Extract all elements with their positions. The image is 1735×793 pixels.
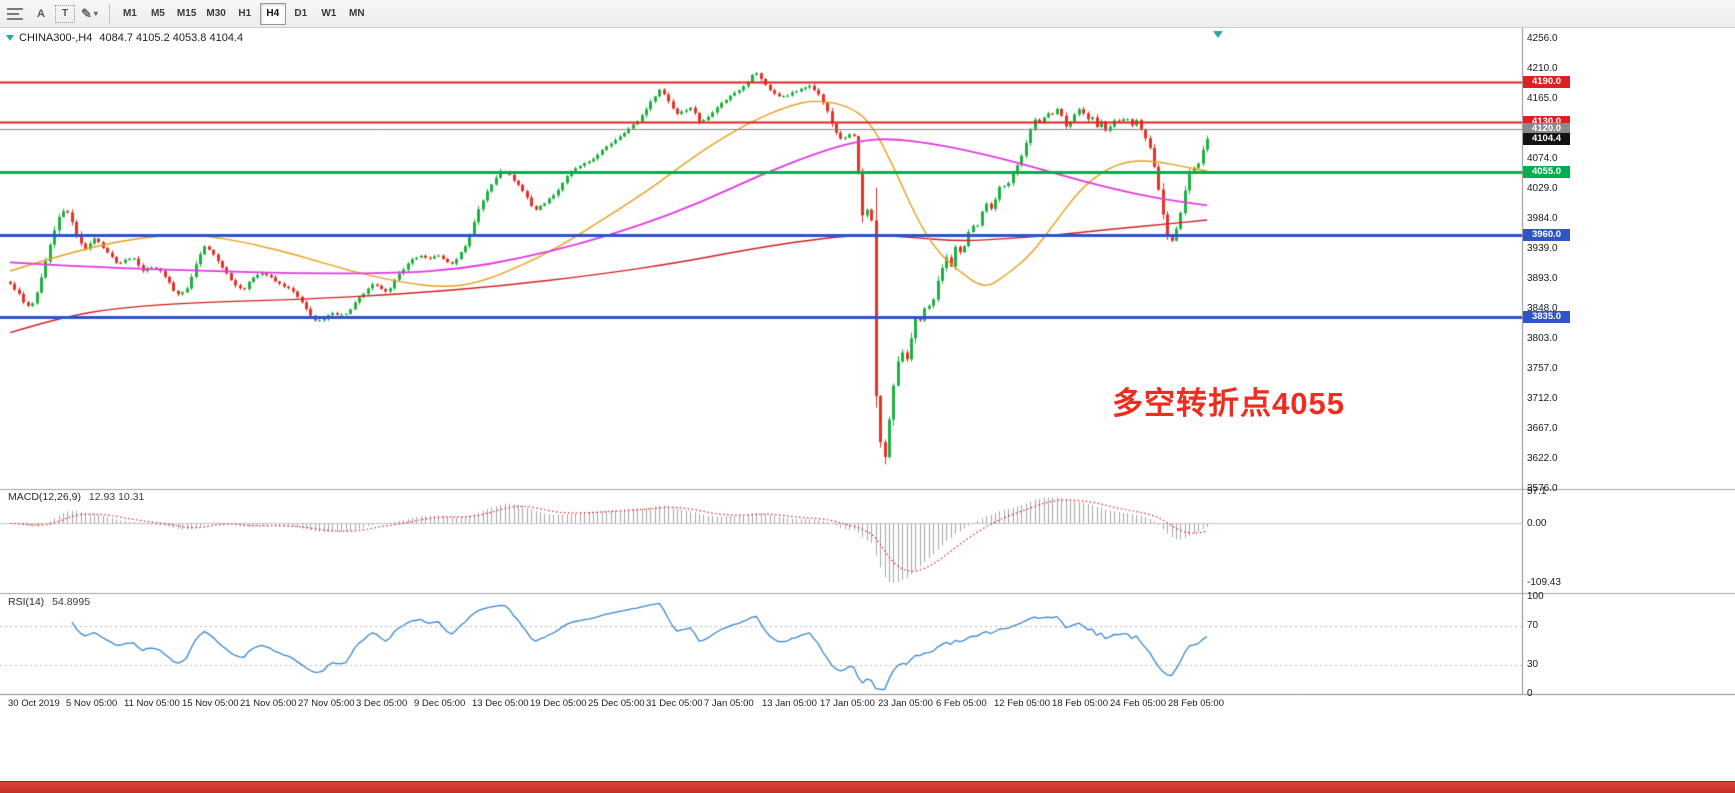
text-tool-a-button[interactable]: A [29, 3, 53, 25]
price-badge-3960.0: 3960.0 [1523, 228, 1570, 241]
price-axis-tick: 4210.0 [1527, 62, 1558, 74]
timeframe-toolbar: M1 M5 M15 M30 H1 H4 D1 W1 MN [117, 2, 370, 25]
price-chart-canvas[interactable] [0, 28, 1735, 781]
chart-annotation-text[interactable]: 多空转折点4055 [1112, 386, 1345, 421]
price-badge-3835.0: 3835.0 [1523, 311, 1570, 324]
macd-axis-tick: 0.00 [1527, 517, 1547, 529]
date-axis-label: 25 Dec 05:00 [588, 698, 645, 709]
rsi-value: 54.8995 [52, 596, 91, 608]
price-axis-tick: 3667.0 [1527, 422, 1558, 434]
draw-tool-button[interactable]: ✎ ▾ [77, 3, 102, 25]
price-axis-tick: 4165.0 [1527, 92, 1558, 104]
rsi-axis-tick: 70 [1527, 620, 1539, 632]
date-axis-label: 13 Dec 05:00 [472, 698, 529, 709]
price-axis-tick: 3848.0 [1527, 302, 1558, 314]
timeframe-button-d1[interactable]: D1 [288, 3, 314, 25]
date-axis-label: 30 Oct 2019 [8, 698, 60, 709]
rsi-indicator-label: RSI(14) 54.8995 [8, 596, 90, 608]
price-badge-4190.0: 4190.0 [1523, 76, 1570, 89]
chevron-down-icon: ▾ [93, 9, 98, 18]
chart-symbol-period: CHINA300-,H4 [19, 32, 93, 44]
date-axis-label: 31 Dec 05:00 [646, 698, 703, 709]
date-axis-label: 17 Jan 05:00 [820, 698, 875, 709]
toolbar-separator [108, 3, 110, 24]
price-axis-tick: 4029.0 [1527, 182, 1558, 194]
date-axis-label: 6 Feb 05:00 [936, 698, 987, 709]
price-badge-4055.0: 4055.0 [1523, 165, 1570, 178]
macd-name: MACD(12,26,9) [8, 491, 81, 503]
date-axis-label: 12 Feb 05:00 [994, 698, 1050, 709]
timeframe-button-m1[interactable]: M1 [117, 3, 143, 25]
macd-values: 12.93 10.31 [88, 491, 145, 503]
price-axis-tick: 3576.0 [1527, 483, 1558, 494]
toolbar: A T ✎ ▾ M1 M5 M15 M30 H1 H4 D1 W1 MN [0, 0, 1735, 28]
date-axis-label: 15 Nov 05:00 [182, 698, 239, 709]
price-axis-tick: 3757.0 [1527, 363, 1558, 375]
price-axis-tick: 3803.0 [1527, 332, 1558, 344]
macd-axis-tick: 57.1 [1527, 486, 1547, 498]
tools-group: A T ✎ ▾ [3, 3, 102, 25]
timeframe-button-w1[interactable]: W1 [316, 3, 342, 25]
rsi-axis-tick: 100 [1527, 591, 1544, 602]
date-axis-label: 11 Nov 05:00 [124, 698, 180, 709]
date-axis-label: 23 Jan 05:00 [878, 698, 933, 709]
price-axis-tick: 3893.0 [1527, 272, 1558, 284]
price-axis-tick: 3984.0 [1527, 212, 1558, 224]
price-axis-tick: 4074.0 [1527, 153, 1558, 165]
macd-indicator-label: MACD(12,26,9) 12.93 10.31 [8, 491, 144, 503]
date-axis-label: 3 Dec 05:00 [356, 698, 408, 709]
chart-area: CHINA300-,H4 4084.7 4105.2 4053.8 4104.4… [0, 28, 1735, 781]
price-axis-tick: 3622.0 [1527, 452, 1558, 464]
price-axis-tick: 3712.0 [1527, 392, 1558, 404]
timeframe-button-m5[interactable]: M5 [145, 3, 171, 25]
rsi-name: RSI(14) [8, 596, 45, 608]
date-axis-label: 9 Dec 05:00 [414, 698, 466, 709]
date-axis-label: 28 Feb 05:00 [1168, 698, 1224, 709]
bottom-status-bar [0, 781, 1735, 793]
date-axis-label: 7 Jan 05:00 [704, 698, 754, 709]
date-axis-label: 24 Feb 05:00 [1110, 698, 1166, 709]
timeframe-button-h4[interactable]: H4 [259, 2, 286, 25]
chart-ohlc-values: 4084.7 4105.2 4053.8 4104.4 [99, 32, 244, 44]
date-axis-label: 18 Feb 05:00 [1052, 698, 1108, 709]
chart-list-icon[interactable] [3, 3, 27, 25]
date-axis-label: 13 Jan 05:00 [762, 698, 817, 709]
macd-axis-tick: -109.43 [1527, 576, 1561, 588]
chart-title: CHINA300-,H4 4084.7 4105.2 4053.8 4104.4 [6, 32, 243, 44]
date-axis-label: 27 Nov 05:00 [298, 698, 355, 709]
timeframe-button-h1[interactable]: H1 [232, 3, 258, 25]
date-axis-label: 21 Nov 05:00 [240, 698, 297, 709]
timeframe-button-m15[interactable]: M15 [173, 3, 200, 25]
timeframe-button-m30[interactable]: M30 [202, 3, 229, 25]
price-axis-tick: 4256.0 [1527, 32, 1558, 44]
rsi-axis-tick: 30 [1527, 658, 1539, 670]
current-price-badge: 4104.4 [1523, 132, 1570, 145]
price-badge-4120.0: 4120.0 [1523, 122, 1570, 135]
price-axis-tick: 3939.0 [1527, 242, 1558, 254]
rsi-axis-tick: 0 [1527, 688, 1533, 699]
timeframe-button-mn[interactable]: MN [344, 3, 370, 25]
symbol-marker-icon [6, 35, 14, 41]
pencil-icon: ✎ [81, 5, 92, 21]
date-axis-label: 19 Dec 05:00 [530, 698, 587, 709]
text-tool-t-button[interactable]: T [55, 4, 75, 23]
date-axis-label: 5 Nov 05:00 [66, 698, 118, 709]
